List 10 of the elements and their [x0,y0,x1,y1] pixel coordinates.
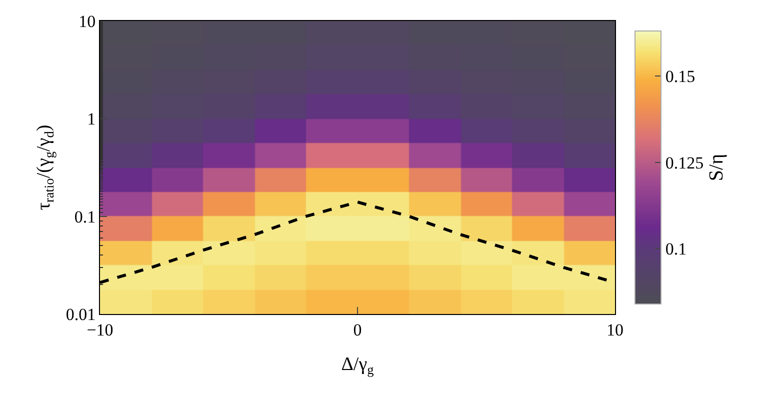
color-bar-label: 0.1 [665,240,687,259]
x-axis-title: Δ/γ$_{g}$ [341,354,374,378]
color-bar-label: 0.15 [665,66,696,86]
y-tick-label: 1 [87,110,96,129]
x-tick-label: 10 [606,320,624,340]
color-bar-title: S/η [706,154,728,182]
color-bar-label: 0.125 [665,153,704,172]
y-tick-label: 0.1 [74,207,96,226]
y-tick-label: 10 [78,12,96,31]
x-tick-label: 0 [353,320,362,340]
